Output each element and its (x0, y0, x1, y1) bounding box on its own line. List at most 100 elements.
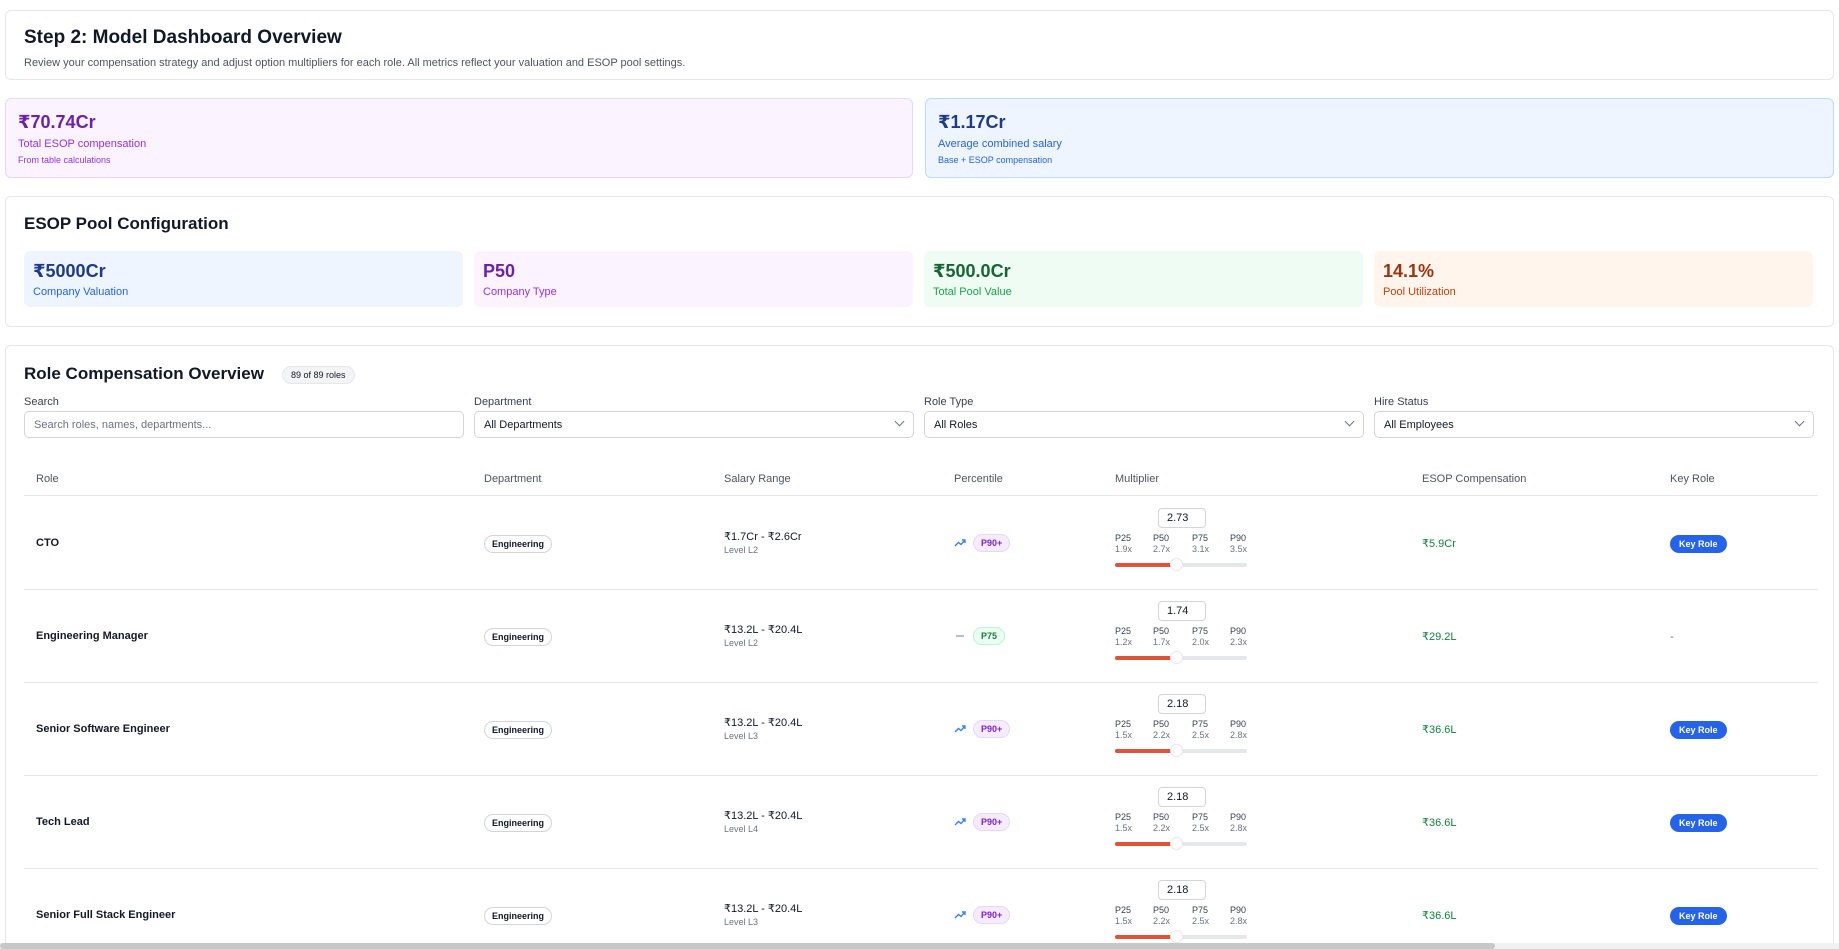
percentile-marker: P50 2.2x (1153, 812, 1170, 834)
key-role-cell: Key Role (1670, 720, 1727, 739)
key-role-cell: Key Role (1670, 813, 1727, 832)
multiplier-slider-fill (1115, 842, 1172, 846)
percentile-cell: P90+ (954, 906, 1011, 924)
multiplier-slider[interactable] (1115, 744, 1247, 757)
percentile-cell: P90+ (954, 534, 1011, 552)
role-name: CTO (36, 537, 60, 549)
role-level: Level L3 (724, 917, 759, 927)
page-title: Step 2: Model Dashboard Overview (24, 27, 342, 48)
percentile-badge: P90+ (973, 906, 1011, 924)
pool-utilization-value: 14.1% (1383, 261, 1435, 281)
avg-salary-card: ₹1.17Cr Average combined salary Base + E… (925, 98, 1834, 178)
multiplier-slider[interactable] (1115, 651, 1247, 664)
department-badge: Engineering (484, 535, 553, 553)
multiplier-slider-thumb[interactable] (1170, 837, 1183, 850)
multiplier-slider[interactable] (1115, 558, 1247, 571)
horizontal-scrollbar[interactable] (0, 943, 1839, 949)
percentile-markers: P25 1.2x P50 1.7x P75 2.0x P90 2.3x (1115, 626, 1255, 650)
multiplier-slider-thumb[interactable] (1170, 651, 1183, 664)
multiplier-slider-fill (1115, 935, 1172, 939)
avg-salary-label: Average combined salary (938, 138, 1062, 150)
esop-compensation: ₹36.6L (1422, 724, 1457, 736)
total-esop-sub: From table calculations (18, 155, 111, 165)
table-row[interactable]: Engineering Manager Engineering ₹13.2L - ₹… (24, 590, 1818, 683)
multiplier-slider[interactable] (1115, 837, 1247, 850)
salary-range-cell: ₹13.2L - ₹20.4L Level L2 (724, 623, 802, 648)
percentile-marker: P50 1.7x (1153, 626, 1170, 648)
percentile-marker-label: P50 (1153, 812, 1170, 822)
multiplier-slider[interactable] (1115, 930, 1247, 943)
table-row[interactable]: Senior Software Engineer Engineering ₹13.2… (24, 683, 1818, 776)
salary-range: ₹13.2L - ₹20.4L (724, 717, 803, 729)
percentile-marker-label: P75 (1192, 812, 1209, 822)
column-header-multiplier[interactable]: Multiplier (1115, 473, 1160, 485)
percentile-marker-value: 3.1x (1192, 544, 1210, 554)
percentile-marker-value: 2.2x (1153, 730, 1171, 740)
trending-up-icon (954, 911, 966, 919)
multiplier-input[interactable]: 2.18 (1158, 694, 1206, 714)
total-esop-label: Total ESOP compensation (18, 138, 147, 150)
percentile-marker: P50 2.2x (1153, 719, 1170, 741)
role-level: Level L3 (724, 731, 759, 741)
column-header-role[interactable]: Role (36, 473, 59, 485)
multiplier-input[interactable]: 2.18 (1158, 880, 1206, 900)
department-select[interactable]: All Departments (474, 411, 914, 438)
table-row[interactable]: Senior Full Stack Engineer Engineering ₹13… (24, 869, 1818, 949)
percentile-marker-label: P50 (1153, 626, 1170, 636)
percentile-marker-label: P25 (1115, 719, 1132, 729)
role-level: Level L2 (724, 638, 759, 648)
department-label: Department (474, 396, 532, 408)
percentile-marker-label: P25 (1115, 812, 1132, 822)
column-header-key-role[interactable]: Key Role (1670, 473, 1715, 485)
percentile-marker-label: P25 (1115, 626, 1132, 636)
column-header-salary-range[interactable]: Salary Range (724, 473, 791, 485)
multiplier-input[interactable]: 2.73 (1158, 508, 1206, 528)
table-row[interactable]: Tech Lead Engineering ₹13.2L - ₹20.4L Level… (24, 776, 1818, 869)
minus-icon (956, 635, 964, 637)
percentile-marker-value: 2.5x (1192, 730, 1210, 740)
percentile-marker: P25 1.5x (1115, 812, 1132, 834)
percentile-marker-label: P50 (1153, 905, 1170, 915)
role-type-label: Role Type (924, 396, 974, 408)
multiplier-input[interactable]: 1.74 (1158, 601, 1206, 621)
role-compensation-card: Role Compensation Overview 89 of 89 role… (5, 345, 1834, 949)
scrollbar-thumb[interactable] (0, 943, 1495, 949)
salary-range: ₹1.7Cr - ₹2.6Cr (724, 531, 802, 543)
percentile-badge: P90+ (973, 813, 1011, 831)
multiplier-slider-thumb[interactable] (1170, 744, 1183, 757)
department-filter: Department All Departments (474, 396, 914, 438)
column-header-esop-compensation[interactable]: ESOP Compensation (1422, 473, 1527, 485)
page-subtitle: Review your compensation strategy and ad… (24, 57, 686, 69)
chevron-down-icon (894, 416, 905, 427)
multiplier-input[interactable]: 2.18 (1158, 787, 1206, 807)
column-header-department[interactable]: Department (484, 473, 542, 485)
key-role-cell: - (1670, 627, 1674, 645)
avg-salary-value: ₹1.17Cr (938, 112, 1006, 132)
percentile-marker-label: P90 (1230, 905, 1247, 915)
percentile-marker: P90 2.8x (1230, 812, 1247, 834)
percentile-marker-label: P25 (1115, 905, 1132, 915)
multiplier-slider-fill (1115, 749, 1172, 753)
multiplier-slider-thumb[interactable] (1170, 930, 1183, 943)
hire-status-select[interactable]: All Employees (1374, 411, 1814, 438)
hire-status-label: Hire Status (1374, 396, 1429, 408)
pool-utilization-stat: 14.1% Pool Utilization (1374, 251, 1813, 307)
percentile-marker-value: 2.2x (1153, 916, 1171, 926)
company-valuation-stat: ₹5000Cr Company Valuation (24, 251, 463, 307)
table-row[interactable]: CTO Engineering ₹1.7Cr - ₹2.6Cr Level L2 P90… (24, 497, 1818, 590)
role-type-select[interactable]: All Roles (924, 411, 1364, 438)
column-header-percentile[interactable]: Percentile (954, 473, 1003, 485)
salary-range-cell: ₹13.2L - ₹20.4L Level L4 (724, 809, 802, 834)
percentile-marker: P90 2.8x (1230, 905, 1247, 927)
multiplier-control: 2.18 P25 1.5x P50 2.2x P75 2.5x P90 2.8x (1115, 880, 1255, 949)
percentile-marker: P75 3.1x (1192, 533, 1209, 555)
search-input[interactable]: Search roles, names, departments... (24, 411, 464, 438)
percentile-marker-value: 2.7x (1153, 544, 1171, 554)
chevron-down-icon (1344, 416, 1355, 427)
percentile-marker-value: 1.7x (1153, 637, 1171, 647)
salary-range-cell: ₹1.7Cr - ₹2.6Cr Level L2 (724, 530, 802, 555)
multiplier-slider-thumb[interactable] (1170, 558, 1183, 571)
percentile-marker: P25 1.9x (1115, 533, 1132, 555)
key-role-badge: Key Role (1670, 535, 1727, 553)
key-role-badge: Key Role (1670, 721, 1727, 739)
